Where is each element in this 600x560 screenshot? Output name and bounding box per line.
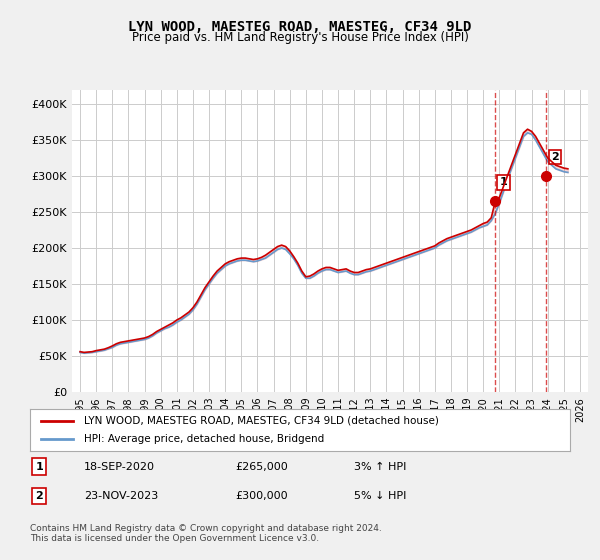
Text: 2: 2 [35, 491, 43, 501]
Text: 3% ↑ HPI: 3% ↑ HPI [354, 461, 406, 472]
Text: LYN WOOD, MAESTEG ROAD, MAESTEG, CF34 9LD: LYN WOOD, MAESTEG ROAD, MAESTEG, CF34 9L… [128, 20, 472, 34]
Text: 5% ↓ HPI: 5% ↓ HPI [354, 491, 406, 501]
Text: 1: 1 [500, 178, 508, 188]
Text: 23-NOV-2023: 23-NOV-2023 [84, 491, 158, 501]
Text: £265,000: £265,000 [235, 461, 288, 472]
Text: 1: 1 [35, 461, 43, 472]
Text: Price paid vs. HM Land Registry's House Price Index (HPI): Price paid vs. HM Land Registry's House … [131, 31, 469, 44]
Text: £300,000: £300,000 [235, 491, 288, 501]
Text: Contains HM Land Registry data © Crown copyright and database right 2024.
This d: Contains HM Land Registry data © Crown c… [30, 524, 382, 543]
Text: HPI: Average price, detached house, Bridgend: HPI: Average price, detached house, Brid… [84, 434, 324, 444]
Text: LYN WOOD, MAESTEG ROAD, MAESTEG, CF34 9LD (detached house): LYN WOOD, MAESTEG ROAD, MAESTEG, CF34 9L… [84, 416, 439, 426]
Text: 2: 2 [551, 152, 559, 162]
Text: 18-SEP-2020: 18-SEP-2020 [84, 461, 155, 472]
